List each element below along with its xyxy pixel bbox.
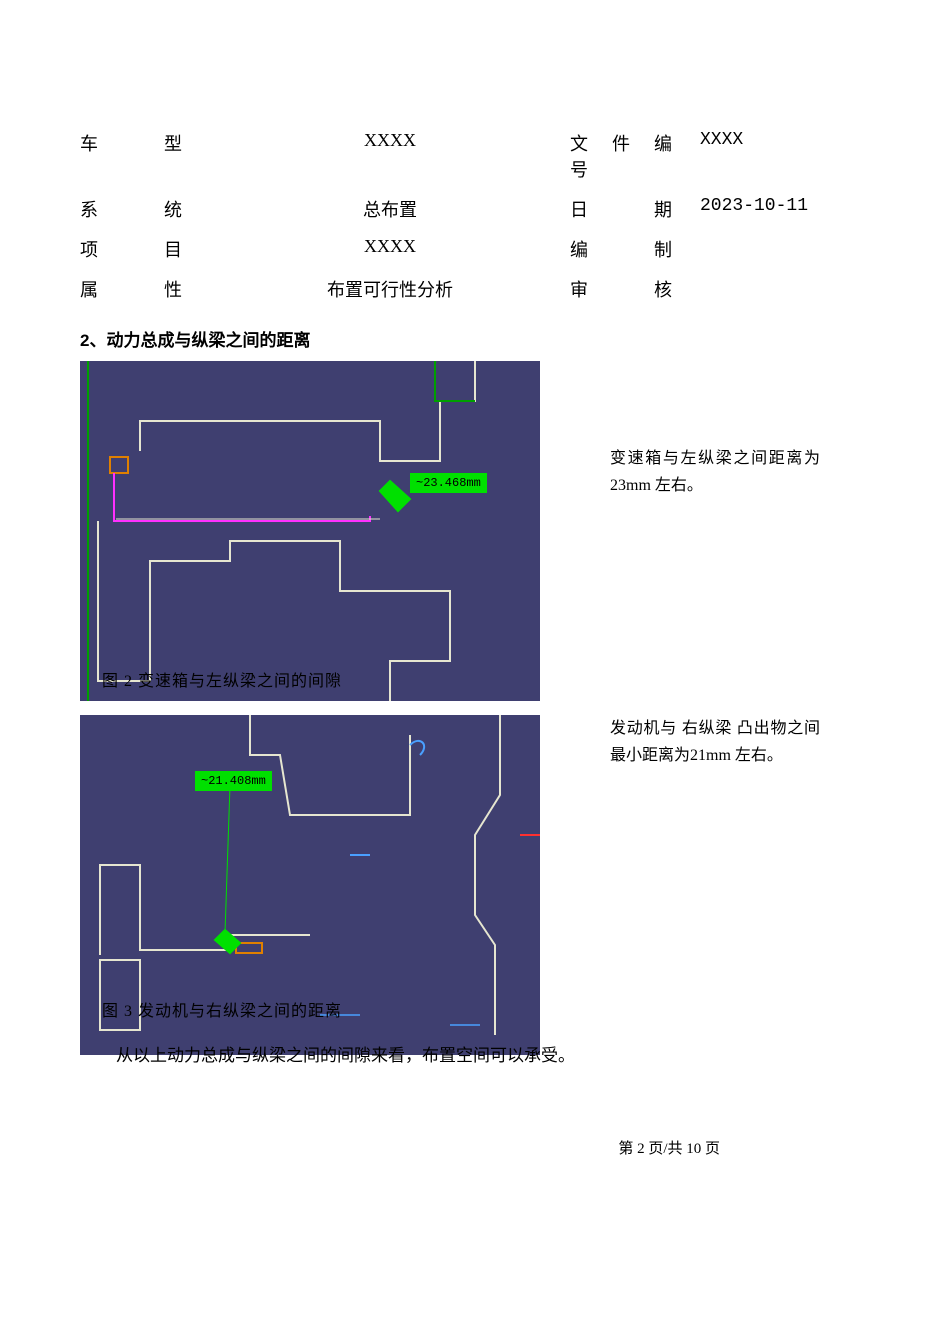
- hdr-center: XXXX: [210, 130, 570, 182]
- page-number: 第 2 页/共 10 页: [618, 1137, 720, 1158]
- dimension-tag: ~21.408mm: [195, 771, 272, 791]
- hdr-right-val: XXXX: [700, 130, 870, 182]
- dimension-tag: ~23.468mm: [410, 473, 487, 493]
- hdr-label: 属 性: [80, 276, 210, 302]
- hdr-right-val: [700, 236, 870, 262]
- hdr-right-val: 2023-10-11: [700, 196, 870, 222]
- hdr-right-label: 文件编号: [570, 130, 700, 182]
- figure2-side-note: 发动机与 右纵梁 凸出物之间最小距离为21mm 左右。: [610, 715, 820, 1055]
- cad-figure-1: ~23.468mm 图 2 变速箱与左纵梁之间的间隙: [80, 361, 540, 701]
- figure1-side-note: 变速箱与左纵梁之间距离为 23mm 左右。: [610, 361, 820, 701]
- conclusion-text: 从以上动力总成与纵梁之间的间隙来看，布置空间可以承受。: [116, 1041, 870, 1066]
- hdr-label: 系 统: [80, 196, 210, 222]
- cad-figure-2: ~21.408mm 图 3 发动机与右纵梁之间的距离: [80, 715, 540, 1055]
- hdr-label: 车 型: [80, 130, 210, 182]
- hdr-label: 项 目: [80, 236, 210, 262]
- figure-caption: 图 3 发动机与右纵梁之间的距离: [102, 997, 342, 1021]
- cad-svg-1: [80, 361, 540, 701]
- hdr-center: 布置可行性分析: [210, 276, 570, 302]
- hdr-center: 总布置: [210, 196, 570, 222]
- hdr-right-label: 编 制: [570, 236, 700, 262]
- figure-row-2: ~21.408mm 图 3 发动机与右纵梁之间的距离 发动机与 右纵梁 凸出物之…: [80, 715, 870, 1055]
- figure-row-1: ~23.468mm 图 2 变速箱与左纵梁之间的间隙 变速箱与左纵梁之间距离为 …: [80, 361, 870, 701]
- figure-caption: 图 2 变速箱与左纵梁之间的间隙: [102, 667, 342, 691]
- hdr-right-val: [700, 276, 870, 302]
- doc-header: 车 型 XXXX 文件编号 XXXX 系 统 总布置 日 期 2023-10-1…: [80, 130, 870, 302]
- hdr-center: XXXX: [210, 236, 570, 262]
- hdr-right-label: 审 核: [570, 276, 700, 302]
- section-title: 2、动力总成与纵梁之间的距离: [80, 326, 870, 351]
- hdr-right-label: 日 期: [570, 196, 700, 222]
